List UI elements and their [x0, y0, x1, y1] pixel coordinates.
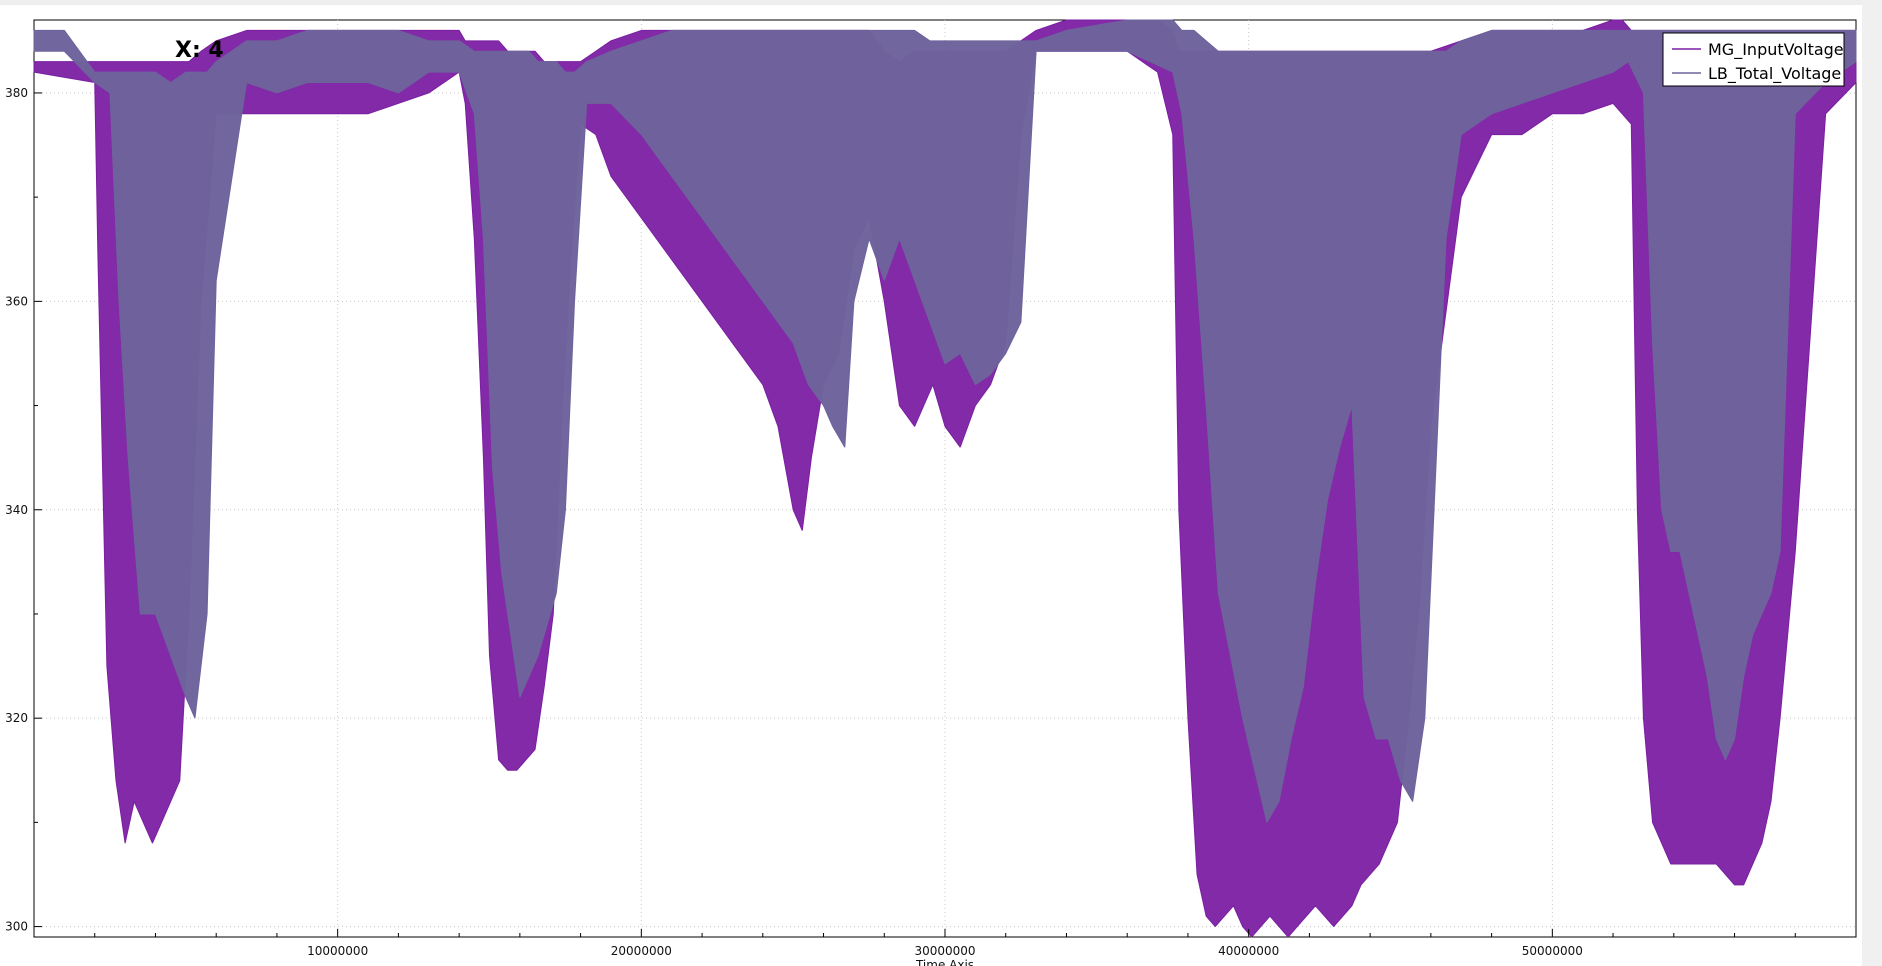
series-layer [33, 19, 1857, 938]
legend-label-lb-total-voltage: LB_Total_Voltage [1708, 64, 1841, 84]
x-axis-title: Time Axis [915, 958, 974, 966]
top-border [0, 0, 1882, 5]
y-tick-label-3: 360 [5, 294, 28, 308]
legend-label-mg-input-voltage: MG_InputVoltage [1708, 40, 1844, 60]
x-tick-label-1: 20000000 [611, 944, 672, 958]
legend-box [1662, 32, 1845, 87]
right-border [1862, 0, 1882, 966]
axes: 10000000 20000000 30000000 40000000 50000000… [5, 86, 1796, 966]
series-area-lb-total-voltage [33, 19, 1857, 823]
x-tick-label-4: 50000000 [1522, 944, 1583, 958]
cursor-readout: X: 4 [175, 38, 224, 63]
y-tick-label-2: 340 [5, 503, 28, 517]
x-tick-label-3: 40000000 [1218, 944, 1279, 958]
y-tick-label-0: 300 [5, 920, 28, 934]
x-tick-label-2: 30000000 [914, 944, 975, 958]
legend[interactable]: MG_InputVoltage LB_Total_Voltage [1662, 32, 1845, 87]
x-tick-label-0: 10000000 [307, 944, 368, 958]
y-tick-label-4: 380 [5, 86, 28, 100]
y-tick-label-1: 320 [5, 711, 28, 725]
